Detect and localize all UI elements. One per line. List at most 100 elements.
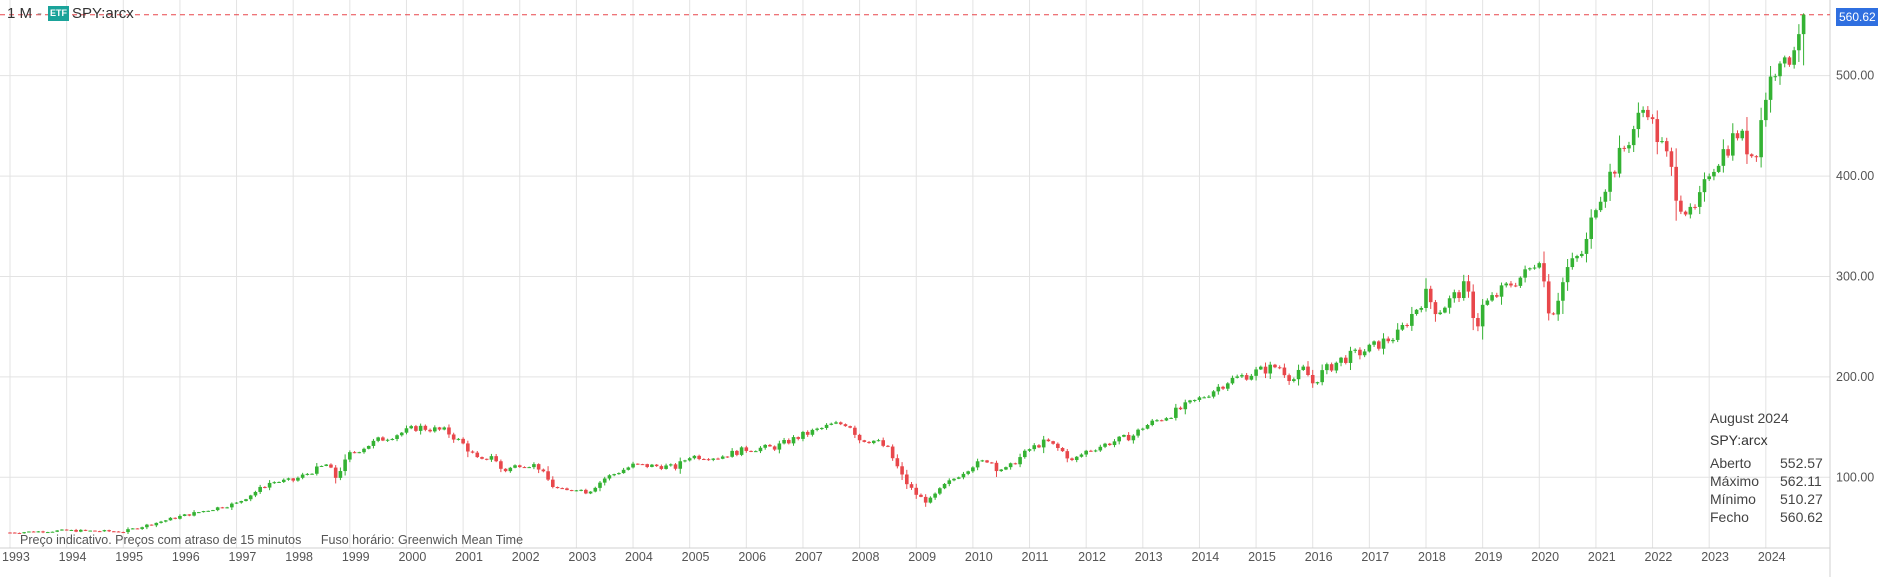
candle-body	[1046, 439, 1051, 442]
candle	[315, 463, 319, 476]
candle	[782, 437, 786, 445]
candle	[541, 468, 546, 473]
candle-body	[1457, 292, 1461, 299]
candle	[272, 481, 277, 484]
candle	[126, 527, 130, 534]
candle	[994, 460, 999, 477]
candle	[74, 528, 78, 533]
candle	[1726, 145, 1730, 158]
candle	[1032, 443, 1037, 452]
candle-body	[1169, 417, 1173, 419]
candle-body	[1641, 109, 1645, 113]
candle	[1159, 419, 1164, 422]
candle	[1664, 137, 1669, 157]
candle-body	[1660, 141, 1664, 143]
candle-body	[489, 456, 494, 460]
candle	[357, 451, 362, 454]
candle-body	[135, 528, 140, 530]
candle-body	[1074, 456, 1079, 461]
interval-label[interactable]: 1 M	[7, 5, 33, 22]
candle	[1358, 347, 1362, 360]
candle	[1707, 173, 1711, 181]
x-tick-label: 2009	[908, 550, 936, 564]
candle-body	[1259, 366, 1263, 370]
candle-body	[607, 475, 612, 479]
candle	[796, 436, 801, 441]
candle	[1556, 292, 1560, 321]
x-tick-label: 2003	[568, 550, 596, 564]
candle	[1079, 453, 1084, 458]
candle	[1122, 434, 1126, 438]
candle	[938, 487, 942, 496]
candle-body	[1702, 179, 1707, 193]
candle	[112, 531, 116, 533]
candle	[862, 439, 867, 443]
candle	[716, 457, 720, 460]
candle-body	[1537, 263, 1542, 268]
candle	[522, 466, 527, 469]
candle	[1754, 155, 1759, 162]
candle	[1575, 254, 1579, 262]
candle	[1693, 204, 1697, 210]
candle-body	[687, 458, 692, 461]
candle-body	[1004, 467, 1008, 470]
candle-body	[1254, 369, 1258, 376]
candle	[1782, 55, 1787, 68]
candle	[999, 468, 1003, 472]
candle-body	[938, 488, 942, 494]
candle	[376, 436, 380, 443]
candle-body	[1386, 338, 1391, 342]
x-tick-label: 2019	[1475, 550, 1503, 564]
candle	[1320, 364, 1324, 386]
candle	[1202, 396, 1206, 399]
candle	[286, 477, 291, 481]
candle-body	[952, 478, 956, 481]
candle-body	[843, 424, 848, 427]
candle	[83, 529, 88, 532]
candle-body	[640, 464, 645, 466]
candle-body	[1202, 397, 1206, 399]
candle	[678, 457, 683, 474]
candle-body	[1032, 445, 1037, 450]
candle	[772, 445, 777, 452]
candle-body	[130, 528, 135, 530]
candle-body	[796, 437, 801, 439]
candle-body	[50, 531, 55, 533]
candle-body	[1589, 217, 1593, 239]
candle	[1461, 274, 1466, 301]
candle	[55, 530, 59, 533]
candle-body	[315, 466, 319, 474]
candle-body	[867, 441, 871, 444]
candle-body	[857, 434, 862, 441]
candle-body	[1122, 434, 1126, 437]
candle-body	[305, 473, 310, 475]
candle	[1343, 355, 1348, 365]
candle-body	[230, 503, 234, 508]
candle-body	[1107, 443, 1112, 446]
candle	[1353, 348, 1357, 354]
candle	[79, 529, 83, 533]
candle-body	[1542, 263, 1546, 282]
candle	[895, 454, 900, 469]
candle	[1117, 435, 1121, 445]
tooltip-key: Aberto	[1710, 455, 1752, 471]
candle	[1367, 343, 1372, 353]
candle	[1721, 139, 1726, 173]
symbol-label[interactable]: SPY:arcx	[72, 5, 134, 22]
candle-body	[1136, 429, 1140, 436]
candle	[1589, 209, 1593, 249]
candle	[1235, 374, 1239, 379]
candle-body	[1499, 285, 1504, 297]
candle	[1513, 282, 1518, 288]
candle	[933, 492, 937, 500]
candle	[1282, 363, 1287, 378]
candle-body	[1244, 375, 1249, 380]
candle	[1197, 395, 1202, 402]
candle	[201, 510, 206, 513]
candle-body	[116, 531, 121, 533]
candle-body	[1631, 129, 1636, 146]
candle-body	[1782, 57, 1787, 64]
candle-body	[442, 427, 447, 430]
candle	[664, 463, 668, 470]
